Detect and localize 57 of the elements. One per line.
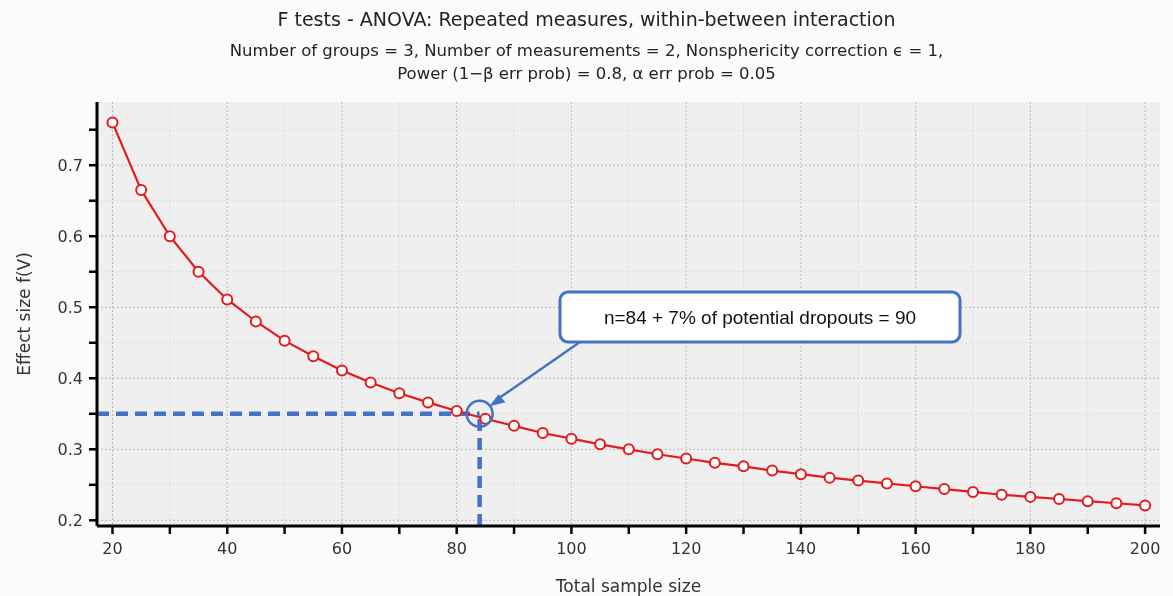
x-tick-label: 80 <box>446 539 467 558</box>
x-axis-title: Total sample size <box>554 576 702 596</box>
point <box>651 448 664 461</box>
point <box>966 485 979 498</box>
x-tick-label: 40 <box>217 539 238 558</box>
point <box>335 364 348 377</box>
point <box>708 456 721 469</box>
x-tick-label: 100 <box>556 539 587 558</box>
x-tick-label: 200 <box>1129 539 1161 558</box>
x-tick-label: 140 <box>785 539 817 558</box>
point <box>622 443 635 456</box>
annotation: n=84 + 7% of potential dropouts = 90 <box>603 307 917 328</box>
y-tick-label: 0.2 <box>57 511 83 531</box>
point <box>823 471 836 484</box>
point <box>278 334 291 347</box>
point <box>1110 497 1123 510</box>
point <box>135 184 148 197</box>
x-tick-label: 160 <box>900 539 931 558</box>
point <box>938 483 951 496</box>
point <box>364 376 377 389</box>
point <box>737 460 750 473</box>
point <box>307 350 320 363</box>
x-tick-label: 20 <box>102 539 123 558</box>
point <box>766 464 779 477</box>
y-tick-label: 0.3 <box>57 440 83 460</box>
point <box>192 265 205 278</box>
y-tick-label: 0.7 <box>57 156 83 176</box>
point <box>1081 495 1094 508</box>
y-tick-label: 0.5 <box>57 298 83 318</box>
point <box>508 419 521 432</box>
point <box>852 474 865 487</box>
point <box>594 438 607 451</box>
point <box>163 230 176 243</box>
point <box>794 468 807 481</box>
y-axis-title: Effect size f(V) <box>14 252 34 376</box>
point <box>680 452 693 465</box>
point <box>249 315 262 328</box>
x-tick-label: 120 <box>670 539 702 558</box>
point <box>106 116 119 129</box>
point <box>221 293 234 306</box>
point <box>565 432 578 445</box>
point <box>995 488 1008 501</box>
point <box>1139 499 1152 512</box>
point <box>450 404 463 417</box>
y-tick-label: 0.6 <box>57 227 83 247</box>
x-tick-label: 60 <box>331 539 353 558</box>
chart-subtitle: Number of groups = 3, Number of measurements = 2, Nonsphericity correction ϵ = 1, Power (1−β err prob) = 0.8, α err prob = 0.05 <box>229 41 944 83</box>
x-tick-label: 180 <box>1015 539 1046 558</box>
point <box>393 387 406 400</box>
point <box>1053 493 1066 506</box>
point <box>880 477 893 490</box>
point <box>909 480 922 493</box>
point <box>422 396 434 409</box>
chart-title: F tests - ANOVA: Repeated measures, within-between interaction <box>277 8 896 30</box>
point <box>1024 490 1037 503</box>
y-tick-label: 0.4 <box>57 369 83 389</box>
point <box>536 426 549 439</box>
